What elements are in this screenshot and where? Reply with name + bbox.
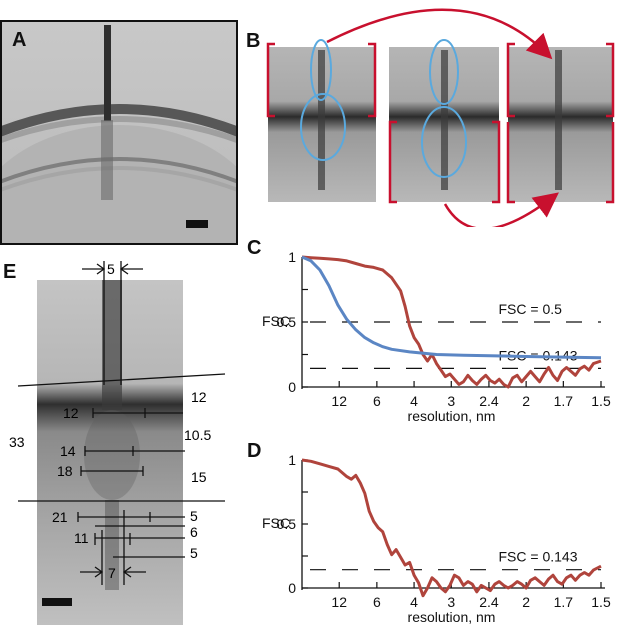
y-tick-label: 0 [288,580,296,596]
y-tick-label: 0.5 [277,516,297,532]
panel-e: 5 12 33 10.5 15 12 14 18 21 11 5 6 5 7 [0,255,245,630]
panel-e-label: E [3,261,17,283]
ellipse-top-1 [310,39,332,101]
label-w14: 14 [60,443,76,459]
label-r5a: 5 [190,508,198,524]
label-w21: 21 [52,509,68,525]
fsc-curve [301,255,602,360]
panel-a: A [0,20,269,345]
label-w12: 12 [63,405,79,421]
arrow-top [326,8,553,60]
panel-b-figure [266,8,615,227]
panel-d-chart: 0 0.5 1 12 6 4 3 2.4 2 1.7 1.5 FSC resolution, nm FSC… [262,452,611,625]
x-axis-label: resolution, nm [408,609,496,625]
ellipse-bottom-2 [421,106,467,178]
threshold-label: FSC = 0.143 [499,549,578,565]
x-tick-label: 3 [447,393,455,409]
fsc-curve [301,458,602,598]
ellipse-top-2 [429,39,459,105]
x-tick-label: 4 [410,393,418,409]
label-w11: 11 [74,530,89,546]
panel-a-tomogram [0,20,269,345]
x-tick-label: 12 [331,393,347,409]
panel-d-label: D [247,440,262,462]
x-tick-label: 1.7 [554,594,574,610]
x-tick-label: 12 [331,594,347,610]
label-r6: 6 [190,524,198,540]
panel-e-figure: 5 12 33 10.5 15 12 14 18 21 11 5 6 5 7 [9,261,226,625]
x-tick-label: 2 [522,594,530,610]
y-tick-label: 1 [288,452,296,468]
x-tick-label: 1.5 [591,393,611,409]
threshold-label: FSC = 0.5 [499,301,563,317]
x-tick-label: 1.7 [554,393,574,409]
x-tick-label: 2 [522,393,530,409]
y-tick-label: 1 [288,249,296,265]
fsc-curve [301,255,602,389]
y-tick-label: 0.5 [277,314,297,330]
label-left-total: 33 [9,434,25,450]
x-tick-label: 4 [410,594,418,610]
label-right-12: 12 [191,389,207,405]
scale-bar [186,220,208,228]
x-tick-label: 6 [373,393,381,409]
label-top-width: 5 [107,261,115,277]
x-axis-label: resolution, nm [408,408,496,424]
y-tick-label: 0 [288,379,296,395]
x-tick-label: 3 [447,594,455,610]
label-bottom-width: 7 [108,565,116,581]
arrow-bottom [443,192,559,227]
x-tick-label: 2.4 [479,594,499,610]
panel-c-chart: 0 0.5 1 12 6 4 3 2.4 2 1.7 1.5 FSC resolution, nm FSC… [262,249,611,424]
x-tick-label: 1.5 [591,594,611,610]
label-right-10-5: 10.5 [184,427,211,443]
ellipse-bottom-1 [300,93,346,161]
label-w18: 18 [57,463,73,479]
label-r5b: 5 [190,545,198,561]
panel-c-label: C [247,237,262,259]
y-axis-label: FSC [262,313,290,329]
panel-a-label: A [12,29,27,51]
y-axis-label: FSC [262,515,290,531]
x-tick-label: 6 [373,594,381,610]
x-tick-label: 2.4 [479,393,499,409]
panel-b-label: B [246,30,261,52]
label-right-15: 15 [191,469,207,485]
